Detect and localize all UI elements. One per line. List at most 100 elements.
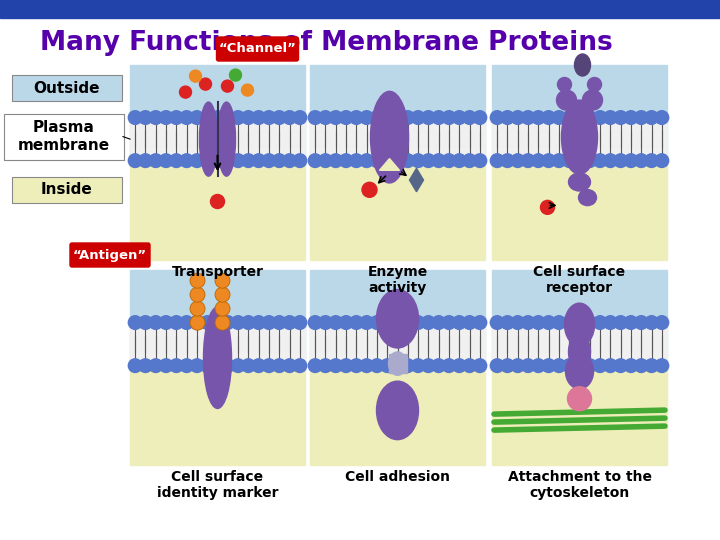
Circle shape xyxy=(241,316,255,329)
Circle shape xyxy=(511,111,525,124)
Circle shape xyxy=(452,111,466,124)
Circle shape xyxy=(190,316,204,329)
Circle shape xyxy=(593,154,607,167)
Circle shape xyxy=(149,111,163,124)
FancyBboxPatch shape xyxy=(217,37,299,61)
Ellipse shape xyxy=(199,102,217,176)
Circle shape xyxy=(308,359,322,373)
Ellipse shape xyxy=(569,173,590,191)
Circle shape xyxy=(293,359,307,373)
Circle shape xyxy=(360,316,374,329)
Circle shape xyxy=(159,359,173,373)
Circle shape xyxy=(215,287,230,302)
Circle shape xyxy=(411,154,425,167)
Bar xyxy=(310,270,485,368)
Circle shape xyxy=(139,359,152,373)
Circle shape xyxy=(283,359,297,373)
Polygon shape xyxy=(410,168,423,192)
Text: Transporter: Transporter xyxy=(171,265,264,279)
Circle shape xyxy=(634,111,648,124)
Circle shape xyxy=(139,111,152,124)
Circle shape xyxy=(401,111,415,124)
Circle shape xyxy=(562,154,576,167)
Circle shape xyxy=(411,359,425,373)
Circle shape xyxy=(473,111,487,124)
Circle shape xyxy=(380,111,394,124)
Circle shape xyxy=(541,154,555,167)
Circle shape xyxy=(293,316,307,329)
Circle shape xyxy=(603,154,617,167)
Circle shape xyxy=(159,316,173,329)
Text: Plasma
membrane: Plasma membrane xyxy=(18,120,110,153)
Text: Outside: Outside xyxy=(34,80,100,96)
Circle shape xyxy=(159,154,173,167)
Circle shape xyxy=(149,359,163,373)
Text: “Channel”: “Channel” xyxy=(219,43,297,56)
Circle shape xyxy=(169,111,183,124)
Circle shape xyxy=(190,315,205,330)
Circle shape xyxy=(241,154,255,167)
Circle shape xyxy=(370,154,384,167)
Circle shape xyxy=(211,154,225,167)
Circle shape xyxy=(319,316,332,329)
Bar xyxy=(310,368,485,465)
Bar xyxy=(492,163,667,260)
Circle shape xyxy=(169,316,183,329)
Bar xyxy=(492,321,667,367)
Circle shape xyxy=(655,359,669,373)
Circle shape xyxy=(552,154,566,167)
Text: Cell adhesion: Cell adhesion xyxy=(345,470,450,484)
Circle shape xyxy=(614,359,628,373)
Circle shape xyxy=(221,316,235,329)
Circle shape xyxy=(442,359,456,373)
Circle shape xyxy=(360,154,374,167)
Circle shape xyxy=(572,154,586,167)
Circle shape xyxy=(149,316,163,329)
Circle shape xyxy=(562,316,576,329)
Circle shape xyxy=(329,316,343,329)
Circle shape xyxy=(391,316,405,329)
Circle shape xyxy=(283,316,297,329)
Circle shape xyxy=(241,359,255,373)
Circle shape xyxy=(452,154,466,167)
Circle shape xyxy=(463,359,477,373)
Circle shape xyxy=(252,359,266,373)
Circle shape xyxy=(252,111,266,124)
Ellipse shape xyxy=(389,352,407,375)
Circle shape xyxy=(149,154,163,167)
Circle shape xyxy=(329,111,343,124)
Bar xyxy=(0,0,720,18)
Circle shape xyxy=(531,154,545,167)
Circle shape xyxy=(644,359,658,373)
Circle shape xyxy=(211,316,225,329)
FancyBboxPatch shape xyxy=(12,177,122,202)
Circle shape xyxy=(308,111,322,124)
Circle shape xyxy=(190,273,205,288)
Circle shape xyxy=(541,359,555,373)
Circle shape xyxy=(231,111,245,124)
Circle shape xyxy=(463,154,477,167)
Circle shape xyxy=(421,359,435,373)
Bar xyxy=(310,321,485,367)
Circle shape xyxy=(500,359,514,373)
Circle shape xyxy=(293,111,307,124)
Circle shape xyxy=(262,316,276,329)
Circle shape xyxy=(644,154,658,167)
Circle shape xyxy=(593,359,607,373)
Circle shape xyxy=(603,111,617,124)
Bar xyxy=(310,116,485,162)
Circle shape xyxy=(511,359,525,373)
Text: Many Functions of Membrane Proteins: Many Functions of Membrane Proteins xyxy=(40,30,613,56)
Circle shape xyxy=(349,316,363,329)
Circle shape xyxy=(634,359,648,373)
Ellipse shape xyxy=(371,91,408,183)
Circle shape xyxy=(401,316,415,329)
Circle shape xyxy=(370,111,384,124)
Circle shape xyxy=(452,359,466,373)
Circle shape xyxy=(200,316,214,329)
Circle shape xyxy=(442,154,456,167)
Circle shape xyxy=(370,359,384,373)
Circle shape xyxy=(200,359,214,373)
Circle shape xyxy=(490,111,504,124)
Ellipse shape xyxy=(204,307,232,408)
